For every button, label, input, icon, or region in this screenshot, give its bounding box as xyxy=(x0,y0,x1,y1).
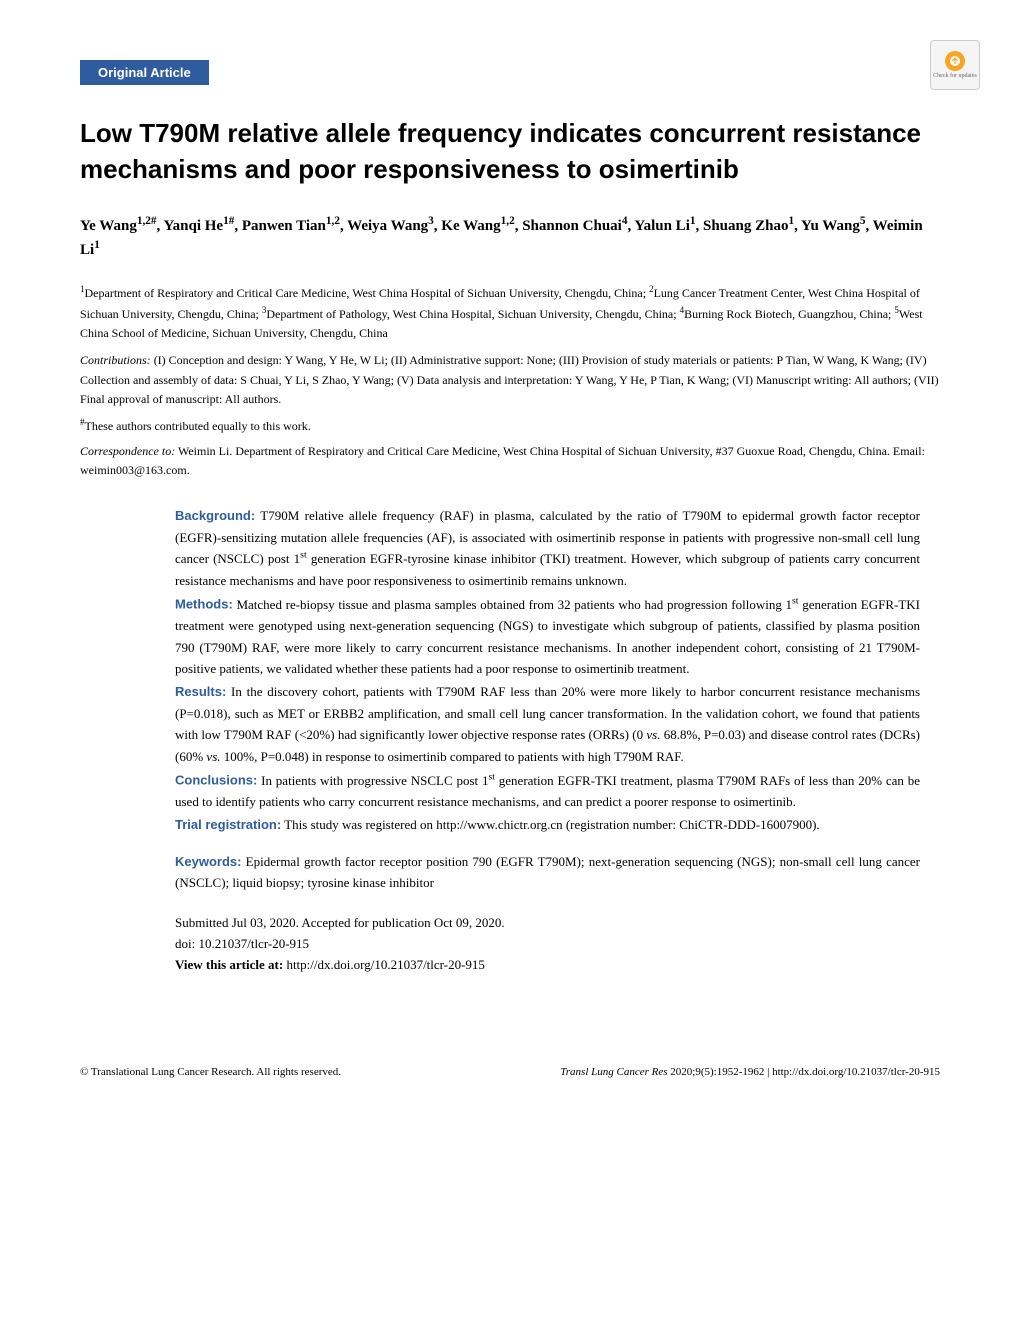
contributions: Contributions: (I) Conception and design… xyxy=(80,351,940,409)
check-updates-icon xyxy=(945,51,965,71)
submitted-date: Submitted Jul 03, 2020. Accepted for pub… xyxy=(175,913,920,934)
trial-text: This study was registered on http://www.… xyxy=(281,817,819,832)
abstract-background: Background: T790M relative allele freque… xyxy=(175,505,920,591)
abstract-block: Background: T790M relative allele freque… xyxy=(175,505,920,976)
doi: doi: 10.21037/tlcr-20-915 xyxy=(175,934,920,955)
article-title: Low T790M relative allele frequency indi… xyxy=(80,115,940,188)
abstract-methods: Methods: Matched re-biopsy tissue and pl… xyxy=(175,593,920,679)
correspondence: Correspondence to: Weimin Li. Department… xyxy=(80,442,940,480)
keywords-label: Keywords: xyxy=(175,854,241,869)
conclusions-label: Conclusions: xyxy=(175,773,257,788)
check-for-updates-badge[interactable]: Check for updates xyxy=(930,40,980,90)
abstract-keywords: Keywords: Epidermal growth factor recept… xyxy=(175,852,920,894)
submission-dates: Submitted Jul 03, 2020. Accepted for pub… xyxy=(175,913,920,975)
equal-contribution-note: #These authors contributed equally to th… xyxy=(80,417,940,434)
trial-label: Trial registration: xyxy=(175,817,281,832)
results-text: In the discovery cohort, patients with T… xyxy=(175,684,920,763)
authors-list: Ye Wang1,2#, Yanqi He1#, Panwen Tian1,2,… xyxy=(80,213,940,262)
methods-label: Methods: xyxy=(175,597,233,612)
check-updates-label: Check for updates xyxy=(933,73,977,79)
view-article-link[interactable]: View this article at: http://dx.doi.org/… xyxy=(175,955,920,976)
abstract-conclusions: Conclusions: In patients with progressiv… xyxy=(175,769,920,812)
footer-citation: Transl Lung Cancer Res 2020;9(5):1952-19… xyxy=(560,1066,940,1078)
background-text: T790M relative allele frequency (RAF) in… xyxy=(175,508,920,588)
article-type-badge: Original Article xyxy=(80,60,209,85)
background-label: Background: xyxy=(175,508,255,523)
abstract-trial: Trial registration: This study was regis… xyxy=(175,814,920,835)
methods-text: Matched re-biopsy tissue and plasma samp… xyxy=(175,597,920,676)
results-label: Results: xyxy=(175,684,226,699)
keywords-text: Epidermal growth factor receptor positio… xyxy=(175,854,920,890)
affiliations: 1Department of Respiratory and Critical … xyxy=(80,282,940,344)
footer-copyright: © Translational Lung Cancer Research. Al… xyxy=(80,1066,341,1078)
abstract-results: Results: In the discovery cohort, patien… xyxy=(175,681,920,767)
conclusions-text: In patients with progressive NSCLC post … xyxy=(175,773,920,809)
page-footer: © Translational Lung Cancer Research. Al… xyxy=(80,1056,940,1078)
